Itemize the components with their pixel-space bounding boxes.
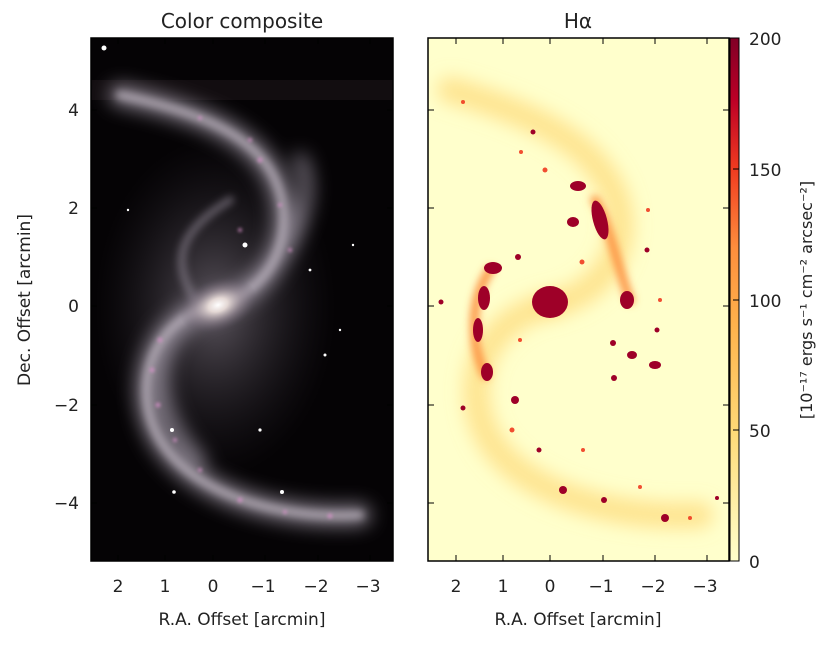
right-panel-frame: [427, 37, 730, 562]
colorbar-tick-0: 0: [749, 553, 760, 573]
right-panel-title: Hα: [564, 9, 592, 33]
y-tick-2: 2: [68, 199, 79, 219]
right-x-tick-0: 0: [545, 577, 556, 597]
y-tick-neg2: −2: [54, 396, 79, 416]
colorbar-tick-50: 50: [749, 422, 771, 442]
left-x-axis-label: R.A. Offset [arcmin]: [159, 610, 326, 630]
left-panel-title: Color composite: [161, 9, 323, 33]
left-y-ticks: [91, 109, 393, 504]
right-x-ticks: [455, 38, 708, 561]
right-x-tick-2: 2: [451, 577, 462, 597]
colorbar-tick-200: 200: [749, 30, 781, 50]
left-x-tick-2: 2: [113, 577, 124, 597]
right-x-axis-label: R.A. Offset [arcmin]: [495, 610, 662, 630]
right-y-ticks: [428, 109, 729, 504]
left-x-ticks: [117, 38, 371, 561]
left-x-tick-neg3: −3: [355, 577, 380, 597]
right-x-tick-neg2: −2: [640, 577, 665, 597]
left-x-tick-neg1: −1: [250, 577, 275, 597]
y-tick-4: 4: [68, 101, 79, 121]
right-x-tick-neg1: −1: [588, 577, 613, 597]
left-panel-frame: [90, 37, 394, 562]
y-tick-0: 0: [68, 297, 79, 317]
colorbar-label: [10⁻¹⁷ ergs s⁻¹ cm⁻² arcsec⁻²]: [797, 181, 816, 419]
color-composite-image: [91, 38, 393, 561]
colorbar-ticks: [733, 37, 739, 562]
left-x-tick-1: 1: [160, 577, 171, 597]
y-axis-label: Dec. Offset [arcmin]: [15, 214, 35, 386]
left-x-tick-0: 0: [208, 577, 219, 597]
left-x-tick-neg2: −2: [303, 577, 328, 597]
colorbar-tick-100: 100: [749, 292, 781, 312]
halpha-image: [428, 38, 729, 561]
right-x-tick-1: 1: [498, 577, 509, 597]
right-x-tick-neg3: −3: [692, 577, 717, 597]
y-tick-neg4: −4: [54, 494, 79, 514]
colorbar-tick-150: 150: [749, 161, 781, 181]
